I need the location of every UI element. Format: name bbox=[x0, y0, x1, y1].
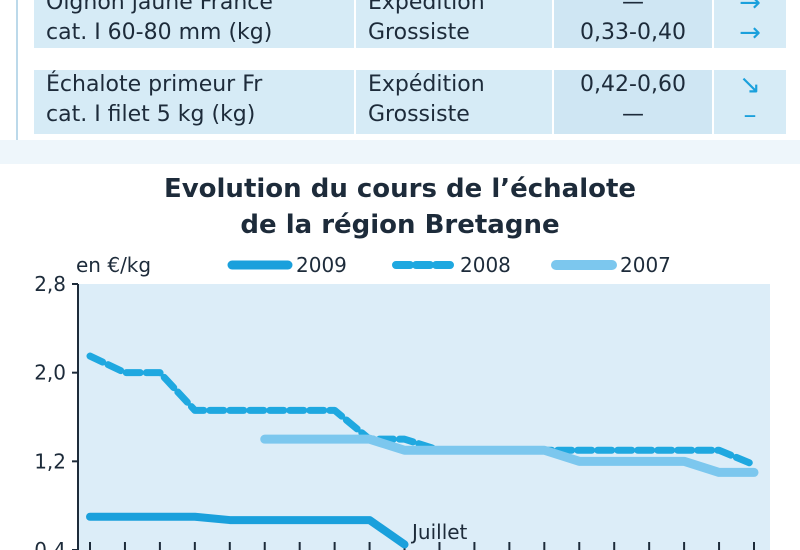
chart-title-line-1: Evolution du cours de l’échalote bbox=[163, 174, 637, 204]
market-cell: Expédition Grossiste bbox=[356, 70, 552, 134]
chart-annotation: Juillet bbox=[410, 520, 468, 544]
price-line-2: — bbox=[622, 102, 644, 127]
trend-arrow-icon: ↘ bbox=[739, 70, 761, 100]
product-cell: Échalote primeur Fr cat. I filet 5 kg (k… bbox=[34, 70, 354, 134]
price-cell: 0,42-0,60 — bbox=[554, 70, 712, 134]
product-cell: Oignon jaune France cat. I 60-80 mm (kg) bbox=[34, 0, 354, 48]
series-line-2009 bbox=[86, 512, 409, 549]
price-line-1: 0,42-0,60 bbox=[580, 72, 686, 97]
market-line-1: Expédition bbox=[368, 0, 485, 15]
legend-label: 2008 bbox=[460, 253, 511, 277]
price-line-1: — bbox=[622, 0, 644, 15]
market-cell: Expédition Grossiste bbox=[356, 0, 552, 48]
price-cell: — 0,33-0,40 bbox=[554, 0, 712, 48]
trend-arrow-icon: → bbox=[739, 18, 761, 48]
y-axis-label: en €/kg bbox=[76, 253, 151, 277]
panel-separator bbox=[0, 140, 800, 164]
legend-label: 2009 bbox=[296, 253, 347, 277]
series-line-2007 bbox=[260, 434, 759, 477]
y-tick-label: 2,0 bbox=[34, 361, 66, 385]
product-line-1: Échalote primeur Fr bbox=[46, 72, 263, 97]
y-tick-label: 1,2 bbox=[34, 449, 66, 473]
market-line-2: Grossiste bbox=[368, 20, 470, 45]
series-line-2008 bbox=[86, 352, 758, 469]
price-line-2: 0,33-0,40 bbox=[580, 20, 686, 45]
chart-panel: Evolution du cours de l’échalote de la r… bbox=[0, 164, 800, 550]
y-tick-label: 0,4 bbox=[34, 538, 66, 550]
table-rule bbox=[16, 0, 18, 140]
table-row: Oignon jaune France cat. I 60-80 mm (kg)… bbox=[34, 0, 786, 48]
product-line-1: Oignon jaune France bbox=[46, 0, 273, 15]
trend-cell: → → bbox=[714, 0, 786, 48]
line-chart: 2,8 2,0 1,2 0,4 en €/kg 2009 2008 2007 Juillet bbox=[34, 253, 770, 550]
plot-area bbox=[78, 284, 770, 550]
product-line-2: cat. I filet 5 kg (kg) bbox=[46, 102, 256, 127]
market-line-2: Grossiste bbox=[368, 102, 470, 127]
y-tick-label: 2,8 bbox=[34, 272, 66, 296]
price-table: Oignon jaune France cat. I 60-80 mm (kg)… bbox=[0, 0, 800, 140]
table-row: Échalote primeur Fr cat. I filet 5 kg (k… bbox=[34, 70, 786, 134]
product-line-2: cat. I 60-80 mm (kg) bbox=[46, 20, 273, 45]
trend-arrow-icon: – bbox=[743, 100, 757, 130]
trend-arrow-icon: → bbox=[739, 0, 761, 18]
trend-cell: ↘ – bbox=[714, 70, 786, 134]
market-line-1: Expédition bbox=[368, 72, 485, 97]
chart-title-line-2: de la région Bretagne bbox=[240, 210, 560, 240]
legend-label: 2007 bbox=[620, 253, 671, 277]
